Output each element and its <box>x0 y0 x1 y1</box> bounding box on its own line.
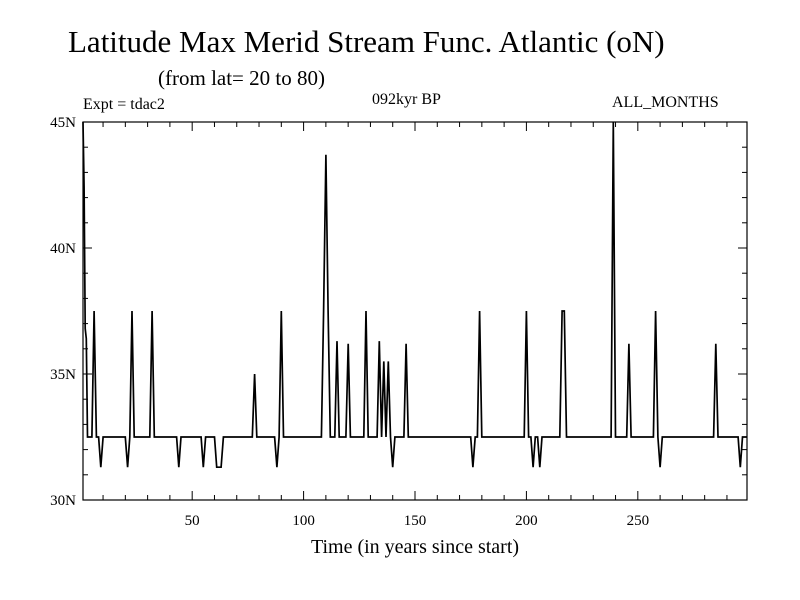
x-tick-label: 250 <box>627 513 650 529</box>
experiment-label: Expt = tdac2 <box>83 96 165 113</box>
months-label: ALL_MONTHS <box>612 94 719 111</box>
plot-frame <box>82 121 748 501</box>
x-tick-label: 100 <box>292 513 315 529</box>
x-tick-label: 200 <box>515 513 538 529</box>
time-label: 092kyr BP <box>372 91 441 108</box>
series-line <box>82 121 747 469</box>
axis-ticks <box>83 122 747 500</box>
chart-title: Latitude Max Merid Stream Func. Atlantic… <box>68 24 665 59</box>
y-tick-label: 40N <box>50 241 76 257</box>
y-tick-label: 45N <box>50 115 76 131</box>
y-tick-label: 30N <box>50 493 76 509</box>
y-tick-label: 35N <box>50 367 76 383</box>
x-tick-label: 50 <box>185 513 200 529</box>
x-axis-title: Time (in years since start) <box>311 536 519 558</box>
tick-labels: 50 100 150 200 250 30N 35N 40N 45N <box>50 115 649 529</box>
chart-subtitle: (from lat= 20 to 80) <box>158 66 325 90</box>
x-tick-label: 150 <box>404 513 427 529</box>
